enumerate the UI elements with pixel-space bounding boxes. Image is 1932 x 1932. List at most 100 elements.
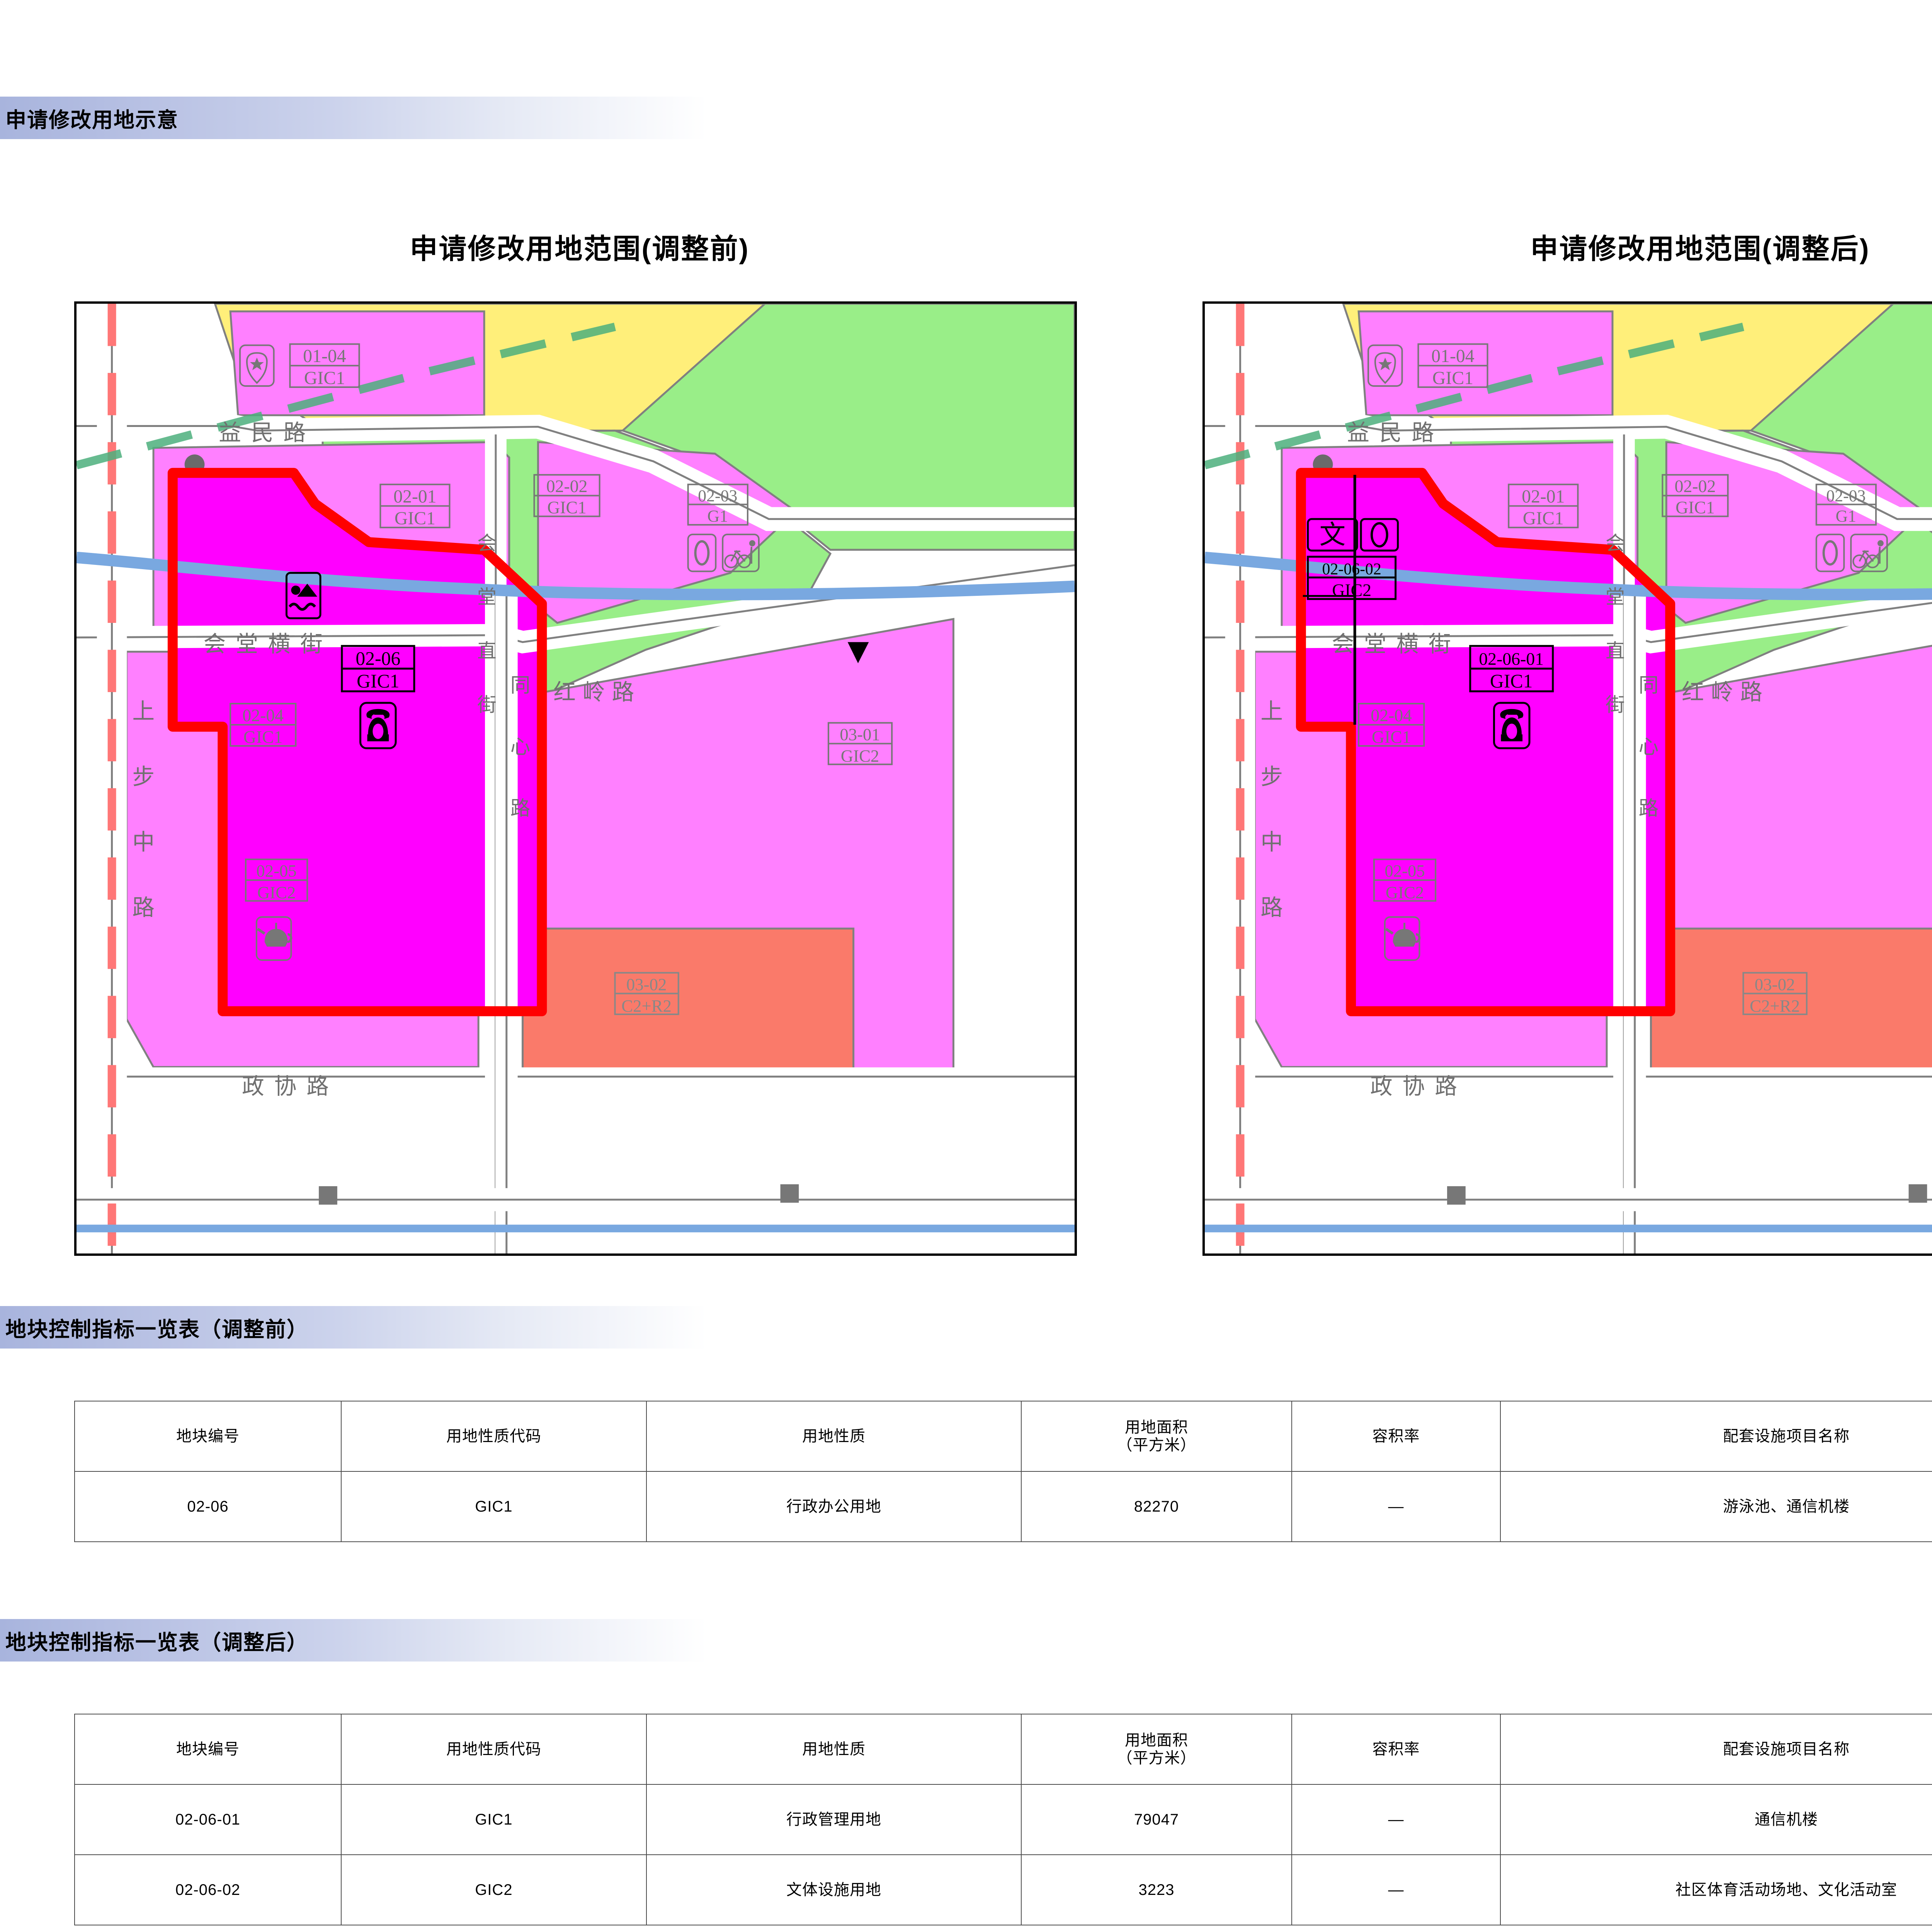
map-marker	[1447, 1186, 1466, 1205]
swimming-pool-icon	[285, 572, 321, 619]
svg-text:GIC1: GIC1	[1432, 368, 1473, 388]
svg-text:路: 路	[132, 895, 155, 920]
road-label-shangbu-zhonglu: 上 步 中 路	[1260, 699, 1283, 920]
table-row[interactable]: 02-06-02 GIC2 文体设施用地 3223 — 社区体育活动场地、文化活…	[74, 1854, 1932, 1925]
cell-parcel-code: 02-06	[74, 1471, 342, 1542]
parcel-label-01-04: 01-04 GIC1	[1367, 343, 1488, 388]
svg-text:G1: G1	[707, 507, 728, 526]
th-area: 用地面积 （平方米）	[1021, 1714, 1292, 1785]
svg-text:步: 步	[132, 765, 155, 789]
th-use-code: 用地性质代码	[341, 1401, 647, 1472]
th-use-name: 用地性质	[646, 1714, 1022, 1785]
cell-facilities: 通信机楼	[1500, 1784, 1932, 1855]
svg-text:中: 中	[1260, 830, 1283, 855]
cell-use-name: 文体设施用地	[646, 1854, 1022, 1925]
parcel-label-02-06-01: 02-06-01 GIC1	[1469, 645, 1554, 749]
svg-text:02-05: 02-05	[1384, 861, 1425, 881]
svg-text:02-03: 02-03	[698, 487, 737, 505]
telephone-icon	[1493, 702, 1531, 749]
parcel-01-04	[1357, 310, 1614, 417]
th-area-line2: （平方米）	[1117, 1750, 1196, 1767]
th-use-name: 用地性质	[646, 1401, 1022, 1472]
table-row[interactable]: 02-06 GIC1 行政办公用地 82270 — 游泳池、通信机楼 现状保留	[74, 1471, 1932, 1542]
parcel-green-top	[621, 304, 1075, 551]
svg-text:GIC1: GIC1	[304, 368, 345, 388]
table-after-header-row: 地块编号 用地性质代码 用地性质 用地面积 （平方米） 容积率 配套设施项目名称…	[74, 1714, 1932, 1785]
road-label-tongxin-lu: 同 心 路	[510, 674, 531, 819]
svg-text:02-02: 02-02	[1675, 476, 1716, 496]
map-before-adjustment[interactable]: 01-04 GIC1 02-01 GIC1 02-02 GIC1 02-03 G…	[74, 301, 1077, 1256]
road-label-tongxin-lu: 同 心 路	[1639, 674, 1659, 819]
th-area: 用地面积 （平方米）	[1021, 1401, 1292, 1472]
parcel-label-02-05: 02-05 GIC2	[245, 858, 308, 961]
table-before-header-row: 地块编号 用地性质代码 用地性质 用地面积 （平方米） 容积率 配套设施项目名称…	[74, 1401, 1932, 1472]
svg-text:G1: G1	[1836, 507, 1857, 526]
svg-text:心: 心	[510, 735, 531, 758]
cell-far: —	[1291, 1854, 1501, 1925]
svg-text:堂: 堂	[477, 586, 497, 608]
svg-text:会: 会	[477, 532, 497, 554]
cell-facilities: 游泳池、通信机楼	[1500, 1471, 1932, 1542]
cell-area: 79047	[1021, 1784, 1292, 1855]
subject-boundary-before	[167, 468, 547, 1016]
sports-icon	[1360, 518, 1399, 552]
parcel-label-02-04: 02-04 GIC1	[230, 702, 297, 747]
svg-text:GIC1: GIC1	[243, 727, 283, 747]
svg-text:02-06-02: 02-06-02	[1322, 561, 1381, 578]
svg-text:02-04: 02-04	[242, 706, 284, 725]
svg-text:02-01: 02-01	[1522, 486, 1565, 507]
parcel-label-02-03: 02-03 G1	[1815, 483, 1888, 572]
cell-use-name: 行政办公用地	[646, 1471, 1022, 1542]
svg-text:步: 步	[1260, 765, 1283, 789]
svg-text:02-05: 02-05	[256, 861, 296, 881]
svg-text:02-04: 02-04	[1371, 706, 1412, 725]
cell-parcel-code: 02-06-01	[74, 1784, 342, 1855]
svg-text:GIC2: GIC2	[1386, 883, 1424, 902]
road-label-huitang-hengjie: 会堂横街	[203, 632, 332, 657]
svg-text:GIC1: GIC1	[395, 508, 435, 529]
direction-marker	[847, 642, 869, 663]
map-title-after: 申请修改用地范围(调整后)	[1530, 234, 1870, 265]
svg-text:C2+R2: C2+R2	[1750, 996, 1800, 1015]
parcel-label-02-01: 02-01 GIC1	[379, 483, 451, 529]
svg-text:街: 街	[1605, 694, 1625, 716]
culture-glyph: 文	[1320, 520, 1346, 549]
road-label-hongling: 红岭路	[1682, 680, 1769, 705]
subject-parcel-fill-after	[1301, 473, 1670, 1012]
svg-text:路: 路	[1639, 797, 1659, 820]
parcel-label-02-04: 02-04 GIC1	[1358, 702, 1425, 747]
svg-text:GIC2: GIC2	[257, 883, 296, 902]
map-after-adjustment[interactable]: 01-04 GIC1 02-01 GIC1 02-02 GIC1 02-03 G…	[1202, 301, 1932, 1256]
table-before-adjustment[interactable]: 地块编号 用地性质代码 用地性质 用地面积 （平方米） 容积率 配套设施项目名称…	[74, 1401, 1932, 1542]
bicycle-icon	[722, 534, 760, 572]
svg-text:02-06-01: 02-06-01	[1479, 649, 1544, 668]
th-far: 容积率	[1291, 1401, 1501, 1472]
svg-text:上: 上	[1260, 699, 1283, 724]
road-label-zhengxie-lu: 政协路	[1370, 1074, 1467, 1099]
svg-text:直: 直	[1605, 640, 1625, 662]
th-area-line1: 用地面积	[1125, 1732, 1188, 1749]
svg-text:01-04: 01-04	[303, 346, 346, 366]
parcel-label-03-02: 03-02 C2+R2	[1742, 972, 1808, 1015]
bicycle-icon	[1850, 534, 1888, 572]
svg-text:上: 上	[132, 699, 155, 724]
section-banner-table-after-label: 地块控制指标一览表（调整后）	[5, 1631, 308, 1654]
table-after-adjustment[interactable]: 地块编号 用地性质代码 用地性质 用地面积 （平方米） 容积率 配套设施项目名称…	[74, 1714, 1932, 1925]
subject-boundary-after	[1296, 468, 1675, 1016]
svg-text:路: 路	[510, 797, 531, 820]
svg-text:02-03: 02-03	[1826, 487, 1866, 505]
svg-text:街: 街	[477, 694, 497, 716]
svg-text:GIC2: GIC2	[1332, 580, 1371, 600]
parcel-label-03-02: 03-02 C2+R2	[614, 972, 679, 1015]
map-marker	[780, 1184, 799, 1203]
svg-text:02-02: 02-02	[546, 476, 588, 496]
svg-text:C2+R2: C2+R2	[621, 996, 672, 1015]
svg-text:同: 同	[1639, 674, 1659, 696]
svg-text:GIC1: GIC1	[1490, 670, 1533, 692]
svg-text:堂: 堂	[1605, 586, 1625, 608]
svg-text:01-04: 01-04	[1431, 346, 1475, 366]
table-row[interactable]: 02-06-01 GIC1 行政管理用地 79047 — 通信机楼 现状保留	[74, 1784, 1932, 1855]
parcel-03-02	[1650, 927, 1932, 1074]
road-label-zhengxie-lu: 政协路	[242, 1074, 339, 1099]
parcel-label-03-01: 03-01 GIC2	[827, 722, 893, 765]
